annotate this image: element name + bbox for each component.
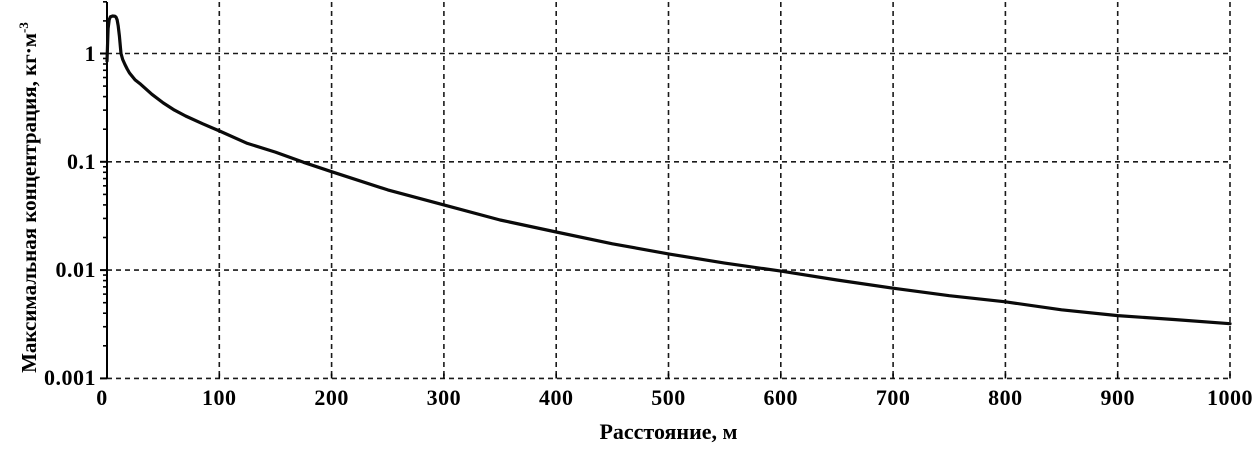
x-tick-label: 900 [1100, 385, 1135, 410]
concentration-curve [105, 14, 1232, 326]
x-tick-label: 700 [875, 385, 911, 410]
x-tick-label: 400 [538, 385, 574, 410]
x-tick-label: 600 [763, 385, 799, 410]
x-axis-title: Расстояние, м [599, 419, 738, 444]
x-tick-label: 1000 [1207, 385, 1253, 410]
y-axis-title-text: Максимальная концентрация, кг·м [17, 32, 41, 373]
x-tick-label: 300 [426, 385, 462, 410]
y-axis-title-exponent: -3 [16, 22, 31, 33]
x-tick-label: 0 [96, 385, 108, 410]
y-axis-title: Максимальная концентрация, кг·м-3 [13, 5, 41, 390]
y-tick-label: 0.01 [55, 257, 96, 283]
x-tick-label: 500 [651, 385, 686, 410]
y-tick-label: 1 [84, 40, 96, 66]
x-tick-label: 800 [988, 385, 1023, 410]
x-tick-label: 100 [202, 385, 237, 410]
y-tick-label: 0.1 [67, 148, 96, 174]
y-tick-label: 0.001 [44, 365, 96, 391]
x-tick-label: 200 [314, 385, 349, 410]
